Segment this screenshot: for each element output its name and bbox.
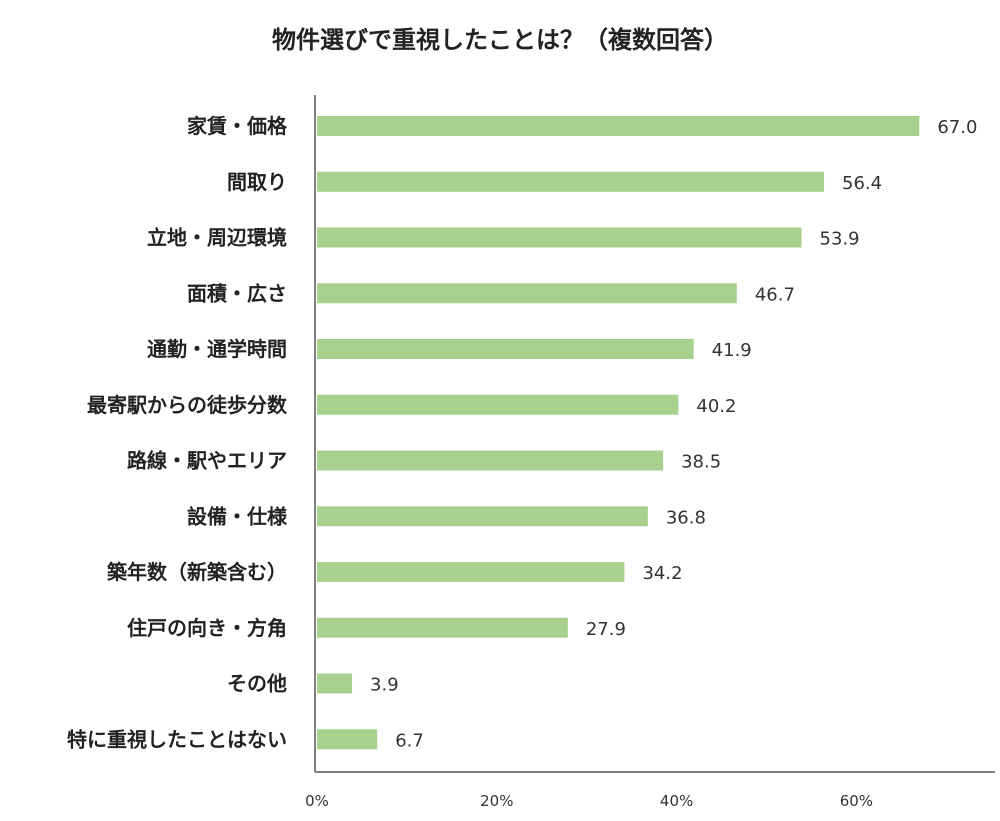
bar <box>317 171 825 192</box>
bar <box>317 116 920 136</box>
value-label: 41.9 <box>712 340 752 361</box>
category-label: 住戸の向き・方角 <box>127 616 287 640</box>
bar <box>317 729 378 750</box>
value-label: 6.7 <box>395 730 424 751</box>
bar <box>317 506 648 527</box>
category-label: 設備・仕様 <box>187 504 288 528</box>
bar <box>317 339 694 359</box>
category-label: 最寄駅からの徒歩分数 <box>87 393 288 417</box>
value-label: 67.0 <box>937 117 977 138</box>
category-label: 間取り <box>227 170 287 194</box>
category-label: 立地・周辺環境 <box>147 226 287 250</box>
category-label: 家賃・価格 <box>187 114 288 138</box>
value-label: 53.9 <box>820 229 860 250</box>
category-label: その他 <box>227 672 287 696</box>
category-label: 特に重視したことはない <box>67 727 287 751</box>
bar <box>317 673 353 694</box>
x-tick-label: 20% <box>480 792 513 810</box>
value-label: 40.2 <box>696 396 736 417</box>
category-label: 通勤・通学時間 <box>147 337 287 361</box>
value-label: 46.7 <box>755 284 795 305</box>
bar <box>317 394 679 415</box>
value-label: 27.9 <box>586 619 626 640</box>
bar <box>317 450 664 471</box>
x-tick-label: 0% <box>305 792 329 810</box>
x-tick-label: 40% <box>660 792 693 810</box>
chart-title: 物件選びで重視したことは？（複数回答） <box>272 26 728 54</box>
x-tick-label: 60% <box>840 792 873 810</box>
value-label: 36.8 <box>666 507 706 528</box>
bar <box>317 617 568 638</box>
category-label: 築年数（新築含む） <box>106 560 287 584</box>
bar <box>317 227 802 248</box>
category-label: 面積・広さ <box>187 281 287 305</box>
value-label: 3.9 <box>370 675 399 696</box>
value-label: 38.5 <box>681 452 721 473</box>
value-label: 56.4 <box>842 173 882 194</box>
category-label: 路線・駅やエリア <box>127 449 287 473</box>
bar <box>317 283 737 304</box>
value-label: 34.2 <box>642 563 682 584</box>
bar <box>317 562 625 582</box>
